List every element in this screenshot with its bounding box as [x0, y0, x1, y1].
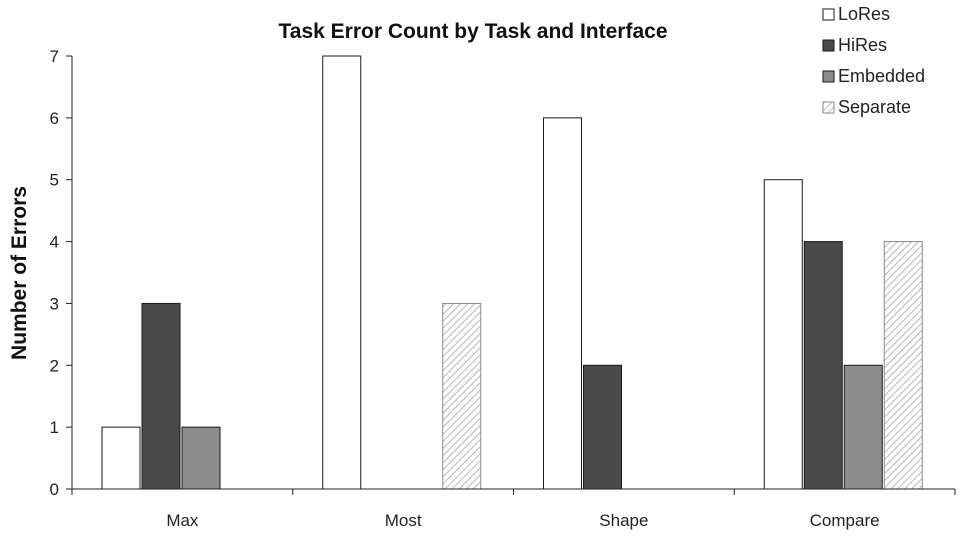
legend-label-lores: LoRes	[838, 4, 890, 24]
legend-swatch-separate	[822, 101, 835, 114]
y-tick-label: 7	[50, 47, 59, 66]
y-tick-label: 5	[50, 171, 59, 190]
axes-lines	[71, 56, 956, 495]
y-tick-label: 6	[50, 109, 59, 128]
bar-lores-most	[322, 55, 362, 490]
x-axis: Max Most Shape Compare	[166, 511, 879, 530]
bar-lores-max	[101, 426, 141, 490]
legend: LoRes HiRes Embedded Separate	[822, 4, 925, 117]
legend-label-hires: HiRes	[838, 35, 887, 55]
bar-separate-compare	[883, 241, 923, 490]
legend-label-embedded: Embedded	[838, 66, 925, 86]
bar-lores-compare	[763, 179, 803, 490]
y-axis: 0 1 2 3 4 5 6 7	[50, 47, 72, 499]
chart-title: Task Error Count by Task and Interface	[279, 20, 668, 43]
category-label: Compare	[810, 511, 880, 530]
bar-hires-max	[141, 302, 181, 490]
y-tick-label: 2	[50, 356, 59, 375]
category-label: Shape	[599, 511, 648, 530]
legend-swatch-hires	[822, 39, 835, 52]
y-axis-label: Number of Errors	[8, 186, 31, 360]
y-tick-label: 4	[50, 233, 59, 252]
legend-swatch-embedded	[822, 70, 835, 83]
bar-embedded-max	[181, 426, 221, 490]
legend-label-separate: Separate	[838, 97, 911, 117]
bar-hires-shape	[583, 364, 622, 490]
legend-swatch-lores	[822, 8, 835, 21]
bar-embedded-compare	[843, 364, 883, 490]
bar-separate-most	[442, 302, 482, 490]
y-tick-label: 1	[50, 418, 59, 437]
bar-lores-shape	[543, 117, 582, 490]
bars-group	[101, 55, 923, 490]
y-tick-label: 3	[50, 294, 59, 313]
bar-hires-compare	[803, 241, 843, 490]
y-tick-label: 0	[50, 480, 59, 499]
category-label: Most	[385, 511, 422, 530]
category-label: Max	[166, 511, 199, 530]
